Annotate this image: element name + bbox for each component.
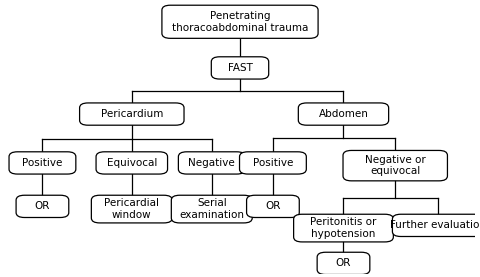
Text: Abdomen: Abdomen <box>319 109 369 119</box>
Text: OR: OR <box>265 201 281 211</box>
Text: Pericardium: Pericardium <box>101 109 163 119</box>
Text: Equivocal: Equivocal <box>107 158 157 168</box>
Text: Penetrating
thoracoabdominal trauma: Penetrating thoracoabdominal trauma <box>172 11 308 33</box>
FancyBboxPatch shape <box>247 195 299 217</box>
FancyBboxPatch shape <box>294 214 393 242</box>
FancyBboxPatch shape <box>211 57 269 79</box>
Text: Negative or
equivocal: Negative or equivocal <box>365 155 426 176</box>
Text: Negative: Negative <box>189 158 235 168</box>
FancyBboxPatch shape <box>299 103 389 125</box>
FancyBboxPatch shape <box>343 150 447 181</box>
FancyBboxPatch shape <box>179 152 245 174</box>
FancyBboxPatch shape <box>317 252 370 275</box>
FancyBboxPatch shape <box>16 195 69 217</box>
FancyBboxPatch shape <box>171 195 252 223</box>
Text: Further evaluation: Further evaluation <box>390 220 480 230</box>
FancyBboxPatch shape <box>9 152 76 174</box>
Text: Pericardial
window: Pericardial window <box>104 198 159 220</box>
Text: Positive: Positive <box>22 158 62 168</box>
Text: OR: OR <box>35 201 50 211</box>
FancyBboxPatch shape <box>162 5 318 38</box>
Text: OR: OR <box>336 258 351 268</box>
Text: Peritonitis or
hypotension: Peritonitis or hypotension <box>310 217 377 239</box>
Text: FAST: FAST <box>228 63 252 73</box>
FancyBboxPatch shape <box>80 103 184 125</box>
FancyBboxPatch shape <box>240 152 306 174</box>
Text: Serial
examination: Serial examination <box>179 198 244 220</box>
Text: Positive: Positive <box>253 158 293 168</box>
FancyBboxPatch shape <box>91 195 172 223</box>
FancyBboxPatch shape <box>96 152 168 174</box>
FancyBboxPatch shape <box>393 214 480 237</box>
